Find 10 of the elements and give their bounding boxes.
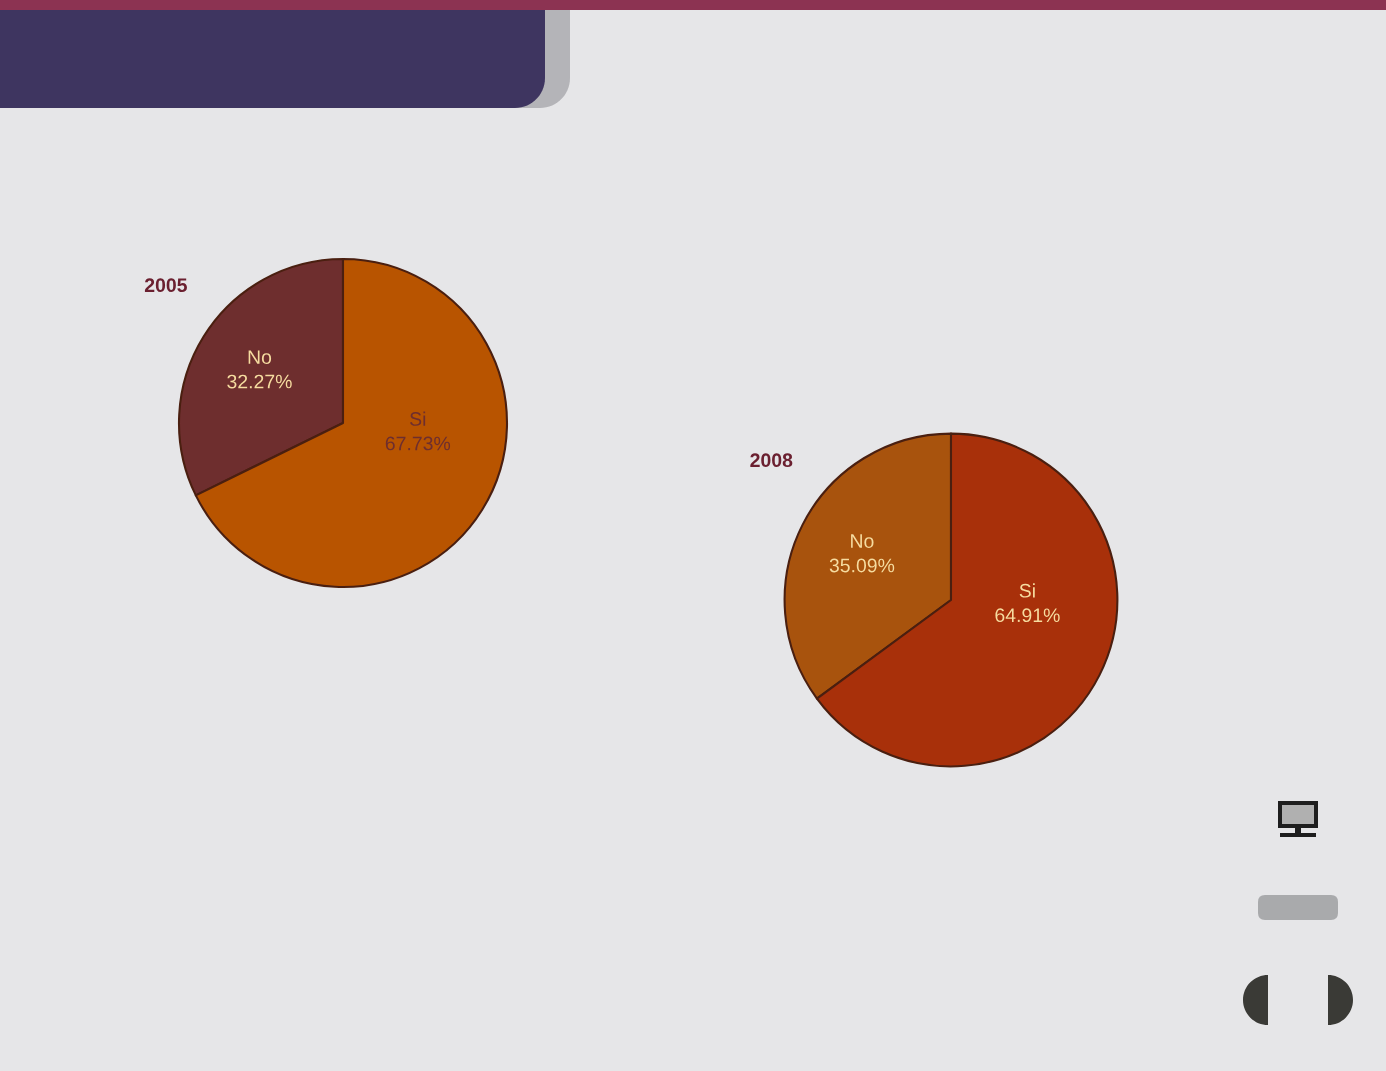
data-label: 67.73% bbox=[385, 436, 451, 451]
slice-label: No bbox=[851, 534, 874, 548]
text: 2008 bbox=[750, 453, 793, 468]
data-label: 35.09% bbox=[829, 558, 895, 573]
slice-label: Si bbox=[1019, 583, 1035, 598]
slice-label: Si bbox=[410, 411, 426, 426]
data-label: 32.27% bbox=[227, 374, 292, 389]
slice-label: No bbox=[248, 350, 272, 364]
text: 2005 bbox=[144, 278, 187, 293]
data-label: 64.91% bbox=[995, 608, 1060, 623]
